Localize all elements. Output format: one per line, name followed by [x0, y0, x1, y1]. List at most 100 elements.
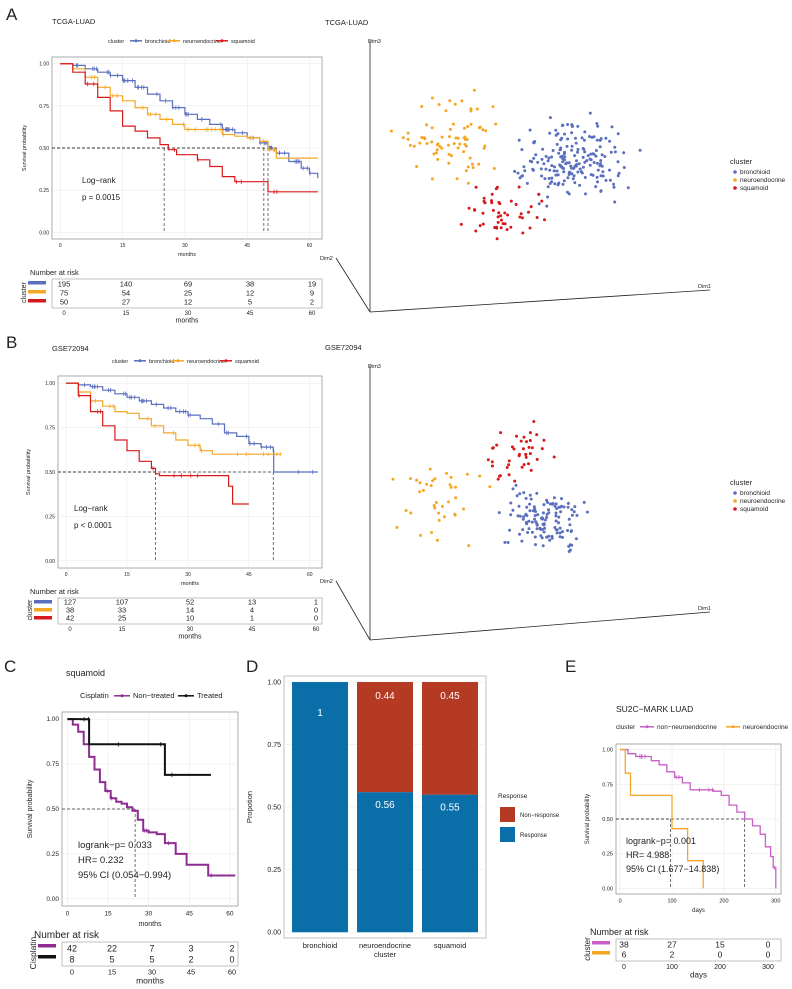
scatter-point-bronchioid	[542, 530, 546, 534]
legend-item-label: neuroendocrine	[183, 39, 221, 45]
risk-x-tick: 30	[185, 311, 192, 317]
dim3-label: Dim3	[368, 364, 381, 370]
scatter-point-bronchioid	[592, 161, 596, 164]
km-plot-a: 0.00 0.25 0.50 0.75 1.00 0 15 30 45 60 months Survi…	[22, 56, 323, 258]
km-plot-c: 0.00 0.25 0.50 0.75 1.00 0 15 30 45 60 months Survi…	[27, 711, 239, 928]
scatter-point-bronchioid	[567, 161, 571, 165]
scatter-point-neuroendocrine	[445, 471, 448, 475]
scatter-point-bronchioid	[583, 150, 587, 154]
km-title-a: TCGA-LUAD	[52, 17, 96, 26]
scatter-point-neuroendocrine	[440, 504, 444, 508]
scatter-point-squamoid	[515, 434, 518, 438]
y-tick-label: 0.75	[45, 426, 55, 432]
scatter-point-squamoid	[520, 465, 524, 469]
scatter-point-bronchioid	[547, 156, 551, 160]
risk-xlabel: months	[176, 318, 199, 325]
scatter-point-neuroendocrine	[448, 135, 451, 139]
scatter-point-squamoid	[510, 445, 514, 449]
risk-x-tick: 300	[762, 964, 774, 971]
x-tick-label: squamoid	[434, 941, 467, 950]
scatter-point-neuroendocrine	[421, 488, 425, 492]
scatter-point-bronchioid	[562, 167, 566, 170]
risk-x-tick: 60	[313, 627, 320, 633]
scatter-point-bronchioid	[583, 130, 587, 134]
scatter-point-bronchioid	[497, 511, 501, 515]
scatter-legend-dot	[733, 178, 737, 182]
risk-cell: 2	[310, 298, 314, 307]
scatter-point-bronchioid	[594, 185, 598, 189]
scatter-point-bronchioid	[532, 141, 536, 145]
y-axis-label: Survival probability	[585, 794, 591, 844]
scatter-legend-item: squamoid	[740, 506, 769, 513]
legend-swatch-dot	[184, 694, 188, 698]
scatter-point-neuroendocrine	[475, 107, 479, 111]
scatter-point-squamoid	[491, 208, 495, 212]
scatter-point-bronchioid	[559, 138, 563, 142]
x-tick-label: 45	[186, 911, 194, 918]
scatter-point-neuroendocrine	[466, 125, 470, 128]
scatter-point-neuroendocrine	[447, 161, 451, 165]
risk-ylabel: cluster	[27, 599, 34, 620]
scatter-point-neuroendocrine	[466, 181, 470, 185]
scatter-point-bronchioid	[514, 483, 518, 487]
scatter-point-neuroendocrine	[437, 103, 441, 106]
scatter-point-bronchioid	[557, 515, 561, 519]
scatter-point-neuroendocrine	[432, 152, 436, 156]
scatter-point-bronchioid	[580, 136, 584, 140]
scatter-point-squamoid	[513, 479, 517, 483]
scatter-point-squamoid	[501, 222, 505, 226]
scatter-point-bronchioid	[572, 174, 576, 178]
scatter-point-neuroendocrine	[440, 135, 444, 139]
scatter-point-neuroendocrine	[458, 142, 462, 146]
risk-cell: 0	[229, 955, 234, 965]
scatter-point-squamoid	[535, 433, 539, 437]
scatter-point-squamoid	[481, 211, 485, 215]
dim3-label: Dim3	[368, 39, 381, 45]
x-tick-label: 15	[124, 572, 130, 578]
scatter-point-neuroendocrine	[430, 140, 434, 144]
scatter-point-neuroendocrine	[434, 151, 438, 155]
km-annotation: Log−rank	[74, 504, 109, 513]
risk-x-tick: 60	[228, 968, 236, 977]
scatter-point-bronchioid	[550, 534, 554, 538]
scatter-point-squamoid	[540, 199, 544, 203]
risk-cell: 33	[118, 606, 126, 615]
scatter-point-bronchioid	[528, 509, 532, 513]
scatter-point-squamoid	[506, 213, 510, 217]
scatter-point-squamoid	[524, 455, 528, 459]
scatter-point-bronchioid	[539, 534, 543, 538]
scatter-point-bronchioid	[531, 167, 535, 171]
x-tick-label: 0	[59, 243, 62, 249]
scatter-point-squamoid	[500, 218, 503, 222]
scatter-point-squamoid	[499, 214, 503, 218]
scatter-point-bronchioid	[598, 164, 602, 168]
km-curve-1	[66, 382, 282, 455]
scatter-point-neuroendocrine	[435, 143, 439, 147]
km-plot-e: 0.00 0.25 0.50 0.75 1.00 0 100 200 300 days Surviv…	[585, 743, 782, 914]
scatter-point-bronchioid	[575, 159, 578, 163]
scatter-point-squamoid	[491, 446, 495, 450]
km-annotation: p = 0.0015	[82, 193, 121, 202]
scatter-point-bronchioid	[543, 518, 547, 522]
scatter-point-bronchioid	[595, 138, 599, 142]
risk-cell: 13	[248, 598, 256, 607]
scatter-point-neuroendocrine	[481, 128, 485, 132]
scatter-point-squamoid	[509, 225, 513, 229]
scatter-point-bronchioid	[562, 170, 566, 174]
km-annotation: Log−rank	[82, 176, 117, 185]
scatter-point-bronchioid	[585, 510, 589, 514]
risk-cell: 52	[186, 598, 194, 607]
panel-letter-d: D	[246, 657, 258, 676]
risk-cell: 2	[670, 950, 675, 960]
risk-row-swatch	[34, 600, 52, 604]
scatter-point-bronchioid	[541, 517, 545, 521]
scatter-point-bronchioid	[616, 160, 620, 164]
scatter-point-squamoid	[518, 215, 522, 219]
scatter-point-neuroendocrine	[420, 136, 424, 139]
scatter-point-bronchioid	[555, 142, 559, 146]
scatter-point-squamoid	[527, 462, 530, 466]
scatter-point-bronchioid	[566, 176, 570, 180]
scatter-point-bronchioid	[528, 493, 532, 497]
km-annotation: logrank−p= 0.001	[626, 836, 696, 846]
y-tick-label: 0.00	[602, 886, 613, 892]
